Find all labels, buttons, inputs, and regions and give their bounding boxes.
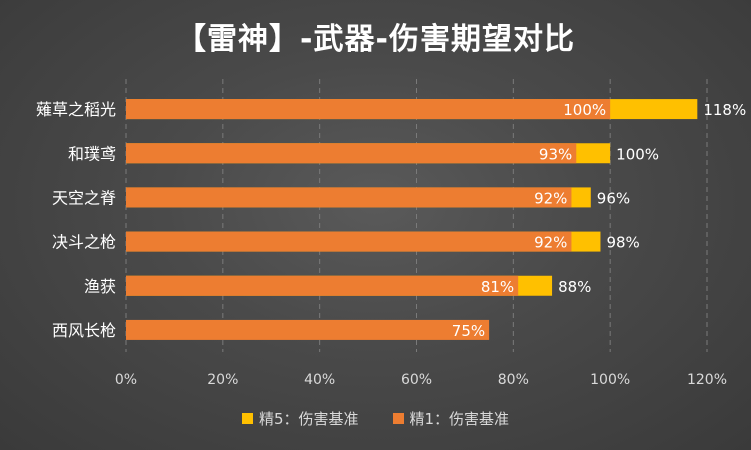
- x-tick-label: 40%: [304, 372, 335, 388]
- x-tick-label: 100%: [590, 372, 630, 388]
- data-label-r1: 93%: [539, 145, 572, 163]
- data-label-r1: 92%: [534, 234, 567, 252]
- bar-r1: [126, 187, 572, 208]
- legend-item-r1: 精1：伤害基准: [392, 408, 510, 429]
- legend-swatch-r5: [241, 413, 253, 424]
- category-label: 天空之脊: [52, 188, 116, 207]
- data-label-r1: 81%: [481, 278, 514, 296]
- bar-r1: [126, 319, 490, 340]
- legend-label-r5: 精5：伤害基准: [258, 410, 359, 428]
- bar-r1: [126, 275, 519, 296]
- category-label: 薙草之稻光: [36, 100, 116, 119]
- x-tick-label: 0%: [115, 372, 137, 388]
- bar-r1: [126, 99, 611, 120]
- data-label-r5: 100%: [616, 145, 659, 163]
- legend-label-r1: 精1：伤害基准: [409, 410, 510, 428]
- bar-r1: [126, 231, 572, 252]
- x-tick-label: 20%: [207, 372, 238, 388]
- data-label-r5: 96%: [597, 189, 630, 207]
- data-label-r1: 75%: [452, 322, 485, 340]
- category-label: 渔获: [84, 277, 116, 296]
- data-label-r5: 118%: [703, 101, 746, 119]
- data-label-r5: 88%: [558, 278, 591, 296]
- x-tick-label: 60%: [401, 372, 432, 388]
- category-label: 决斗之枪: [52, 233, 116, 252]
- x-tick-label: 80%: [498, 372, 529, 388]
- category-label: 西风长枪: [52, 321, 116, 340]
- data-label-r1: 92%: [534, 189, 567, 207]
- legend-swatch-r1: [392, 413, 404, 424]
- x-tick-label: 120%: [687, 372, 727, 388]
- legend: 精5：伤害基准 精1：伤害基准: [0, 408, 751, 429]
- data-label-r1: 100%: [563, 101, 606, 119]
- chart-title: 【雷神】-武器-伤害期望对比: [176, 22, 575, 57]
- bar-r1: [126, 143, 577, 164]
- data-label-r5: 98%: [606, 234, 639, 252]
- legend-item-r5: 精5：伤害基准: [241, 408, 359, 429]
- category-label: 和璞鸢: [68, 144, 116, 163]
